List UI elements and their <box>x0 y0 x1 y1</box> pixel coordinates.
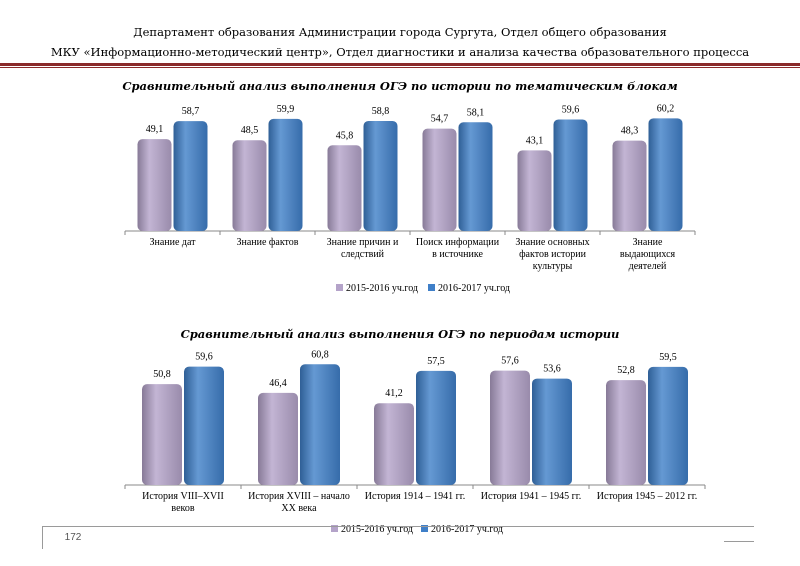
footer-rule <box>104 526 754 527</box>
bar-2016-2017 <box>648 366 688 485</box>
bar-2015-2016 <box>327 145 362 231</box>
bar-2016-2017 <box>416 370 456 485</box>
data-label: 59,5 <box>659 352 677 363</box>
category-label: История 1914 – 1941 гг. <box>365 491 465 502</box>
bar-2015-2016 <box>422 128 457 231</box>
category-label: фактов истории <box>519 249 586 260</box>
footer-rule-right <box>724 541 754 542</box>
category-label: культуры <box>533 261 573 272</box>
data-label: 52,8 <box>617 365 635 376</box>
bar-2016-2017 <box>458 122 493 231</box>
data-label: 50,8 <box>153 369 171 380</box>
chart1-thematic-blocks: 49,1 58,7 Знание дат 48,5 59,9 Знание фактов 4… <box>124 103 696 294</box>
category-label: Знание фактов <box>236 237 298 248</box>
data-label: 53,6 <box>543 364 561 375</box>
bar-2015-2016 <box>142 384 182 485</box>
bar-2016-2017 <box>648 118 683 231</box>
data-label: 58,8 <box>372 106 390 117</box>
data-label: 58,1 <box>467 107 485 118</box>
data-label: 49,1 <box>146 124 164 135</box>
category-label: деятелей <box>629 261 667 272</box>
bar-2016-2017 <box>363 120 398 231</box>
data-label: 60,2 <box>657 103 675 114</box>
bar-2016-2017 <box>300 364 340 485</box>
data-label: 60,8 <box>311 349 329 360</box>
bar-2015-2016 <box>517 150 552 231</box>
category-label: Поиск информации <box>416 237 500 248</box>
category-label: История VIII–XVII <box>142 491 224 502</box>
data-label: 59,6 <box>195 352 213 363</box>
data-label: 54,7 <box>431 114 449 125</box>
legend-swatch <box>421 525 428 532</box>
data-label: 46,4 <box>269 378 287 389</box>
footer-page-box <box>42 526 105 549</box>
category-label: Знание <box>633 237 664 248</box>
category-label: веков <box>171 503 194 514</box>
category-label: Знание основных <box>515 237 589 248</box>
data-label: 43,1 <box>526 135 544 146</box>
chart1-title: Сравнительный анализ выполнения ОГЭ по и… <box>122 79 678 93</box>
category-label: История 1941 – 1945 гг. <box>481 491 581 502</box>
header-rule-thick <box>0 63 800 66</box>
bar-2015-2016 <box>258 392 298 485</box>
header-line-2: МКУ «Информационно-методический центр», … <box>50 45 750 59</box>
data-label: 41,2 <box>385 388 403 399</box>
legend-swatch <box>336 284 343 291</box>
header-rule-thin <box>0 67 800 68</box>
data-label: 48,3 <box>621 126 639 137</box>
bar-2016-2017 <box>532 378 572 485</box>
legend-swatch <box>331 525 338 532</box>
bar-2015-2016 <box>612 140 647 231</box>
legend-label: 2016-2017 уч.год <box>438 283 510 294</box>
category-label: Знание причин и <box>327 237 399 248</box>
data-label: 57,5 <box>427 356 445 367</box>
bar-2015-2016 <box>137 139 172 231</box>
category-label: История XVIII – начало <box>248 491 350 502</box>
category-label: XX века <box>281 503 317 514</box>
page-number: 172 <box>64 532 82 543</box>
data-label: 59,9 <box>277 104 295 115</box>
category-label: следствий <box>341 249 385 260</box>
data-label: 48,5 <box>241 125 259 136</box>
bar-2015-2016 <box>490 370 530 485</box>
data-label: 57,6 <box>501 356 519 367</box>
bar-2016-2017 <box>173 121 208 231</box>
category-label: в источнике <box>432 249 483 260</box>
category-label: Знание дат <box>149 237 196 248</box>
legend-label: 2015-2016 уч.год <box>346 283 418 294</box>
data-label: 59,6 <box>562 104 580 115</box>
legend-label: 2016-2017 уч.год <box>431 524 503 535</box>
legend-label: 2015-2016 уч.год <box>341 524 413 535</box>
category-label: История 1945 – 2012 гг. <box>597 491 697 502</box>
bar-2016-2017 <box>553 119 588 231</box>
category-label: выдающихся <box>620 249 676 260</box>
data-label: 45,8 <box>336 130 354 141</box>
bar-2015-2016 <box>606 380 646 485</box>
legend: 2015-2016 уч.год 2016-2017 уч.год <box>331 524 503 535</box>
header-line-1: Департамент образования Администрации го… <box>133 25 667 39</box>
chart2-title: Сравнительный анализ выполнения ОГЭ по п… <box>180 327 620 341</box>
legend: 2015-2016 уч.год 2016-2017 уч.год <box>336 283 510 294</box>
bar-2015-2016 <box>374 403 414 485</box>
bar-2016-2017 <box>184 366 224 485</box>
data-label: 58,7 <box>182 106 200 117</box>
legend-swatch <box>428 284 435 291</box>
bar-2016-2017 <box>268 118 303 231</box>
bar-2015-2016 <box>232 140 267 231</box>
